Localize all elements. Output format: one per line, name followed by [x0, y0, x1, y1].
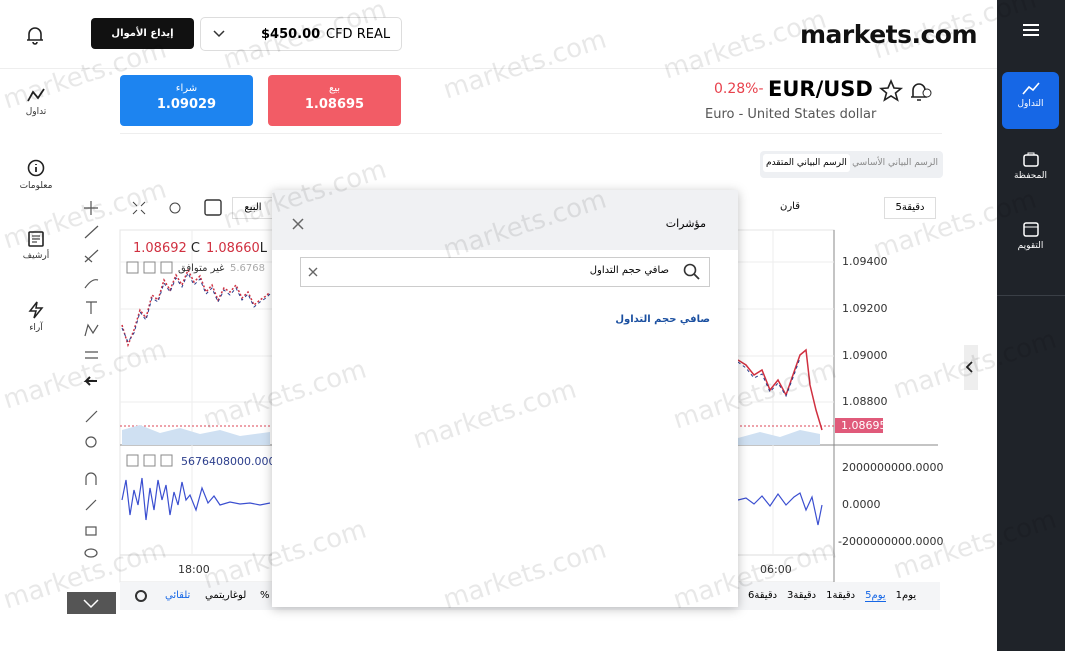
bell-icon[interactable]: [24, 24, 46, 46]
nav-info[interactable]: معلومات: [14, 158, 58, 191]
indicator-tick: 2000000000.0000: [842, 461, 944, 474]
chart-tabs: الرسم البياني الأساسي الرسم البياني المت…: [760, 151, 943, 178]
indicator-tick: -2000000000.0000: [838, 535, 944, 548]
account-selector[interactable]: $450.00 CFD REAL: [200, 17, 402, 51]
sell-label: بيع: [328, 83, 341, 94]
nav-label: التداول: [1017, 99, 1044, 109]
interval-label: 5دقيقة: [895, 202, 925, 213]
close-button[interactable]: [292, 218, 304, 230]
sell-dropdown-label: البيع: [244, 202, 262, 213]
study-value: 5.6768: [230, 263, 265, 274]
search-result[interactable]: صافي حجم التداول: [615, 314, 710, 325]
range-option[interactable]: 6دقيقة: [748, 590, 778, 601]
search-icon: [683, 263, 700, 280]
key: L: [259, 241, 268, 256]
modal-header: [272, 190, 738, 250]
nav-label: التقويم: [1017, 241, 1044, 251]
price-tick: 1.08800: [842, 395, 888, 408]
nav-label: معلومات: [19, 181, 53, 191]
nav-calendar[interactable]: التقويم: [1002, 220, 1059, 251]
legend-low: 1.08660L: [206, 241, 267, 256]
sell-button[interactable]: بيع 1.08695: [268, 75, 401, 126]
legend-close: 1.08692 C: [133, 241, 200, 256]
nav-label: المحفظة: [1013, 171, 1048, 181]
interval-dropdown[interactable]: 5دقيقة: [884, 197, 936, 219]
nav-label: تداول: [25, 107, 47, 117]
nav-archive[interactable]: أرشيف: [14, 230, 58, 261]
divider: [0, 68, 997, 69]
toolbar-icons: [132, 199, 222, 216]
range-option[interactable]: 3دقيقة: [787, 590, 817, 601]
nav-trade[interactable]: التداول: [1002, 72, 1059, 129]
compare[interactable]: قارن: [780, 201, 800, 212]
modal-title: مؤشرات: [665, 217, 706, 230]
tab-active[interactable]: الرسم البياني المتقدم: [763, 154, 850, 172]
icon: [28, 231, 44, 247]
scale-option[interactable]: لوغاريتمي: [205, 590, 247, 601]
nav-opinions[interactable]: آراء: [14, 300, 58, 333]
indicators-modal: مؤشرات صافي حجم التداول صافي حجم التداول: [272, 190, 738, 607]
balance: $450.00: [261, 27, 321, 42]
key: C: [190, 241, 200, 256]
search-text: صافي حجم التداول: [589, 265, 669, 276]
buy-button[interactable]: شراء 1.09029: [120, 75, 253, 126]
deposit-button[interactable]: إيداع الأموال: [91, 18, 194, 49]
search-box[interactable]: صافي حجم التداول: [300, 257, 710, 287]
scale-option[interactable]: تلقائي: [165, 590, 191, 601]
nav-trade-left[interactable]: تداول: [14, 86, 58, 117]
menu-icon[interactable]: [1021, 22, 1041, 38]
logo[interactable]: markets.com: [800, 20, 978, 49]
deposit-label: إيداع الأموال: [111, 28, 174, 39]
divider: [120, 133, 942, 134]
scale-option[interactable]: %: [260, 590, 270, 601]
symbol: EUR/USD: [768, 77, 873, 101]
last-price: 1.08695: [841, 419, 887, 432]
icon: [28, 301, 44, 319]
buy-price: 1.09029: [156, 97, 217, 112]
divider: [997, 295, 1065, 296]
right-sidebar: التداول المحفظة التقويم: [997, 0, 1065, 651]
range-option[interactable]: 5يوم: [865, 590, 886, 602]
tab[interactable]: الرسم البياني الأساسي: [852, 158, 938, 168]
value: 1.08692: [133, 241, 187, 256]
icon: [27, 88, 45, 102]
chevron: [213, 30, 225, 38]
time-tick: 06:00: [760, 563, 792, 576]
change: 0.28%-: [714, 81, 764, 97]
icon: [27, 159, 45, 177]
range-bar: 6دقيقة 3دقيقة 1دقيقة 5يوم 1يوم: [748, 590, 916, 602]
price-tick: 1.09400: [842, 255, 888, 268]
study-name: غير متوافق: [178, 263, 225, 274]
sell-price: 1.08695: [304, 97, 365, 112]
range-option[interactable]: 1يوم: [895, 590, 917, 601]
range-option[interactable]: 1دقيقة: [826, 590, 856, 601]
clear[interactable]: [308, 267, 318, 277]
nav-portfolio[interactable]: المحفظة: [1002, 150, 1059, 181]
description: Euro - United States dollar: [705, 107, 877, 122]
icon: [1022, 222, 1039, 237]
indicator-value: 5676408000.0000: [181, 455, 283, 468]
icon: [1022, 152, 1039, 167]
price-tick: 1.09000: [842, 349, 888, 362]
value: 1.08660: [206, 241, 260, 256]
indicator-tick: 0.0000: [842, 498, 881, 511]
nav-label: أرشيف: [22, 251, 50, 261]
price-tick: 1.09200: [842, 302, 888, 315]
account-type: CFD REAL: [326, 27, 391, 42]
favorite-alert[interactable]: [879, 79, 935, 103]
icon: [1021, 82, 1040, 95]
nav-label: آراء: [29, 323, 43, 333]
time-tick: 18:00: [178, 563, 210, 576]
buy-label: شراء: [175, 83, 198, 94]
